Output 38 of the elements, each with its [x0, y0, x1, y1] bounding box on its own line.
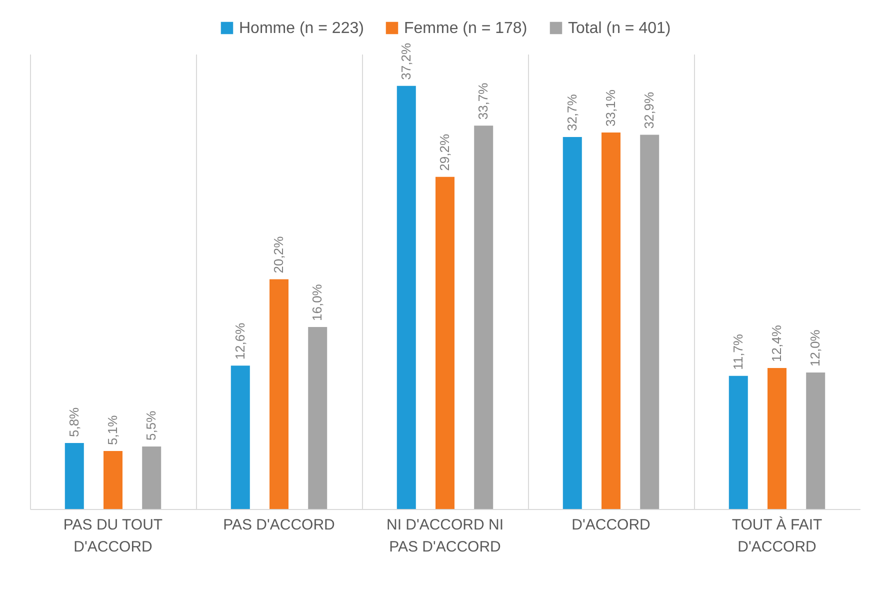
data-label: 12,0%: [808, 329, 823, 366]
legend-label: Homme (n = 223): [239, 20, 364, 37]
data-label: 32,9%: [642, 91, 657, 129]
x-tick-label: D'ACCORD: [572, 516, 651, 534]
bar: [728, 376, 748, 509]
bar: [396, 86, 416, 509]
data-label: 12,4%: [769, 324, 784, 362]
bar: [640, 134, 660, 509]
bar: [270, 279, 288, 509]
legend-label: Femme (n = 178): [404, 20, 528, 37]
bar: [768, 368, 786, 509]
data-label: 32,7%: [564, 94, 580, 132]
data-label: 5,1%: [105, 414, 120, 445]
data-label: 20,2%: [271, 236, 286, 274]
x-tick-label: NI D'ACCORD NI PAS D'ACCORD: [386, 516, 504, 556]
data-label: 33,7%: [476, 82, 491, 120]
data-label: 5,8%: [66, 406, 82, 438]
bar: [436, 176, 454, 509]
data-label: 16,0%: [310, 284, 325, 321]
bar: [474, 126, 494, 509]
bar: [602, 132, 620, 509]
bar: [562, 137, 582, 509]
bar: [64, 443, 84, 509]
legend-label: Total (n = 401): [568, 20, 671, 37]
data-label: 12,6%: [232, 322, 248, 360]
x-tick-label: PAS DU TOUT D'ACCORD: [63, 516, 163, 556]
data-label: 33,1%: [603, 89, 618, 126]
data-label: 29,2%: [437, 134, 452, 171]
bar: [142, 446, 162, 509]
x-tick-label: TOUT À FAIT D'ACCORD: [732, 516, 822, 556]
bar: [806, 372, 826, 509]
bar: [308, 327, 328, 509]
x-tick-label: PAS D'ACCORD: [223, 516, 336, 534]
data-label: 5,5%: [144, 410, 159, 440]
bar: [230, 366, 250, 509]
bar: [104, 450, 122, 509]
data-label: 11,7%: [730, 334, 746, 370]
data-label: 37,2%: [398, 42, 414, 80]
